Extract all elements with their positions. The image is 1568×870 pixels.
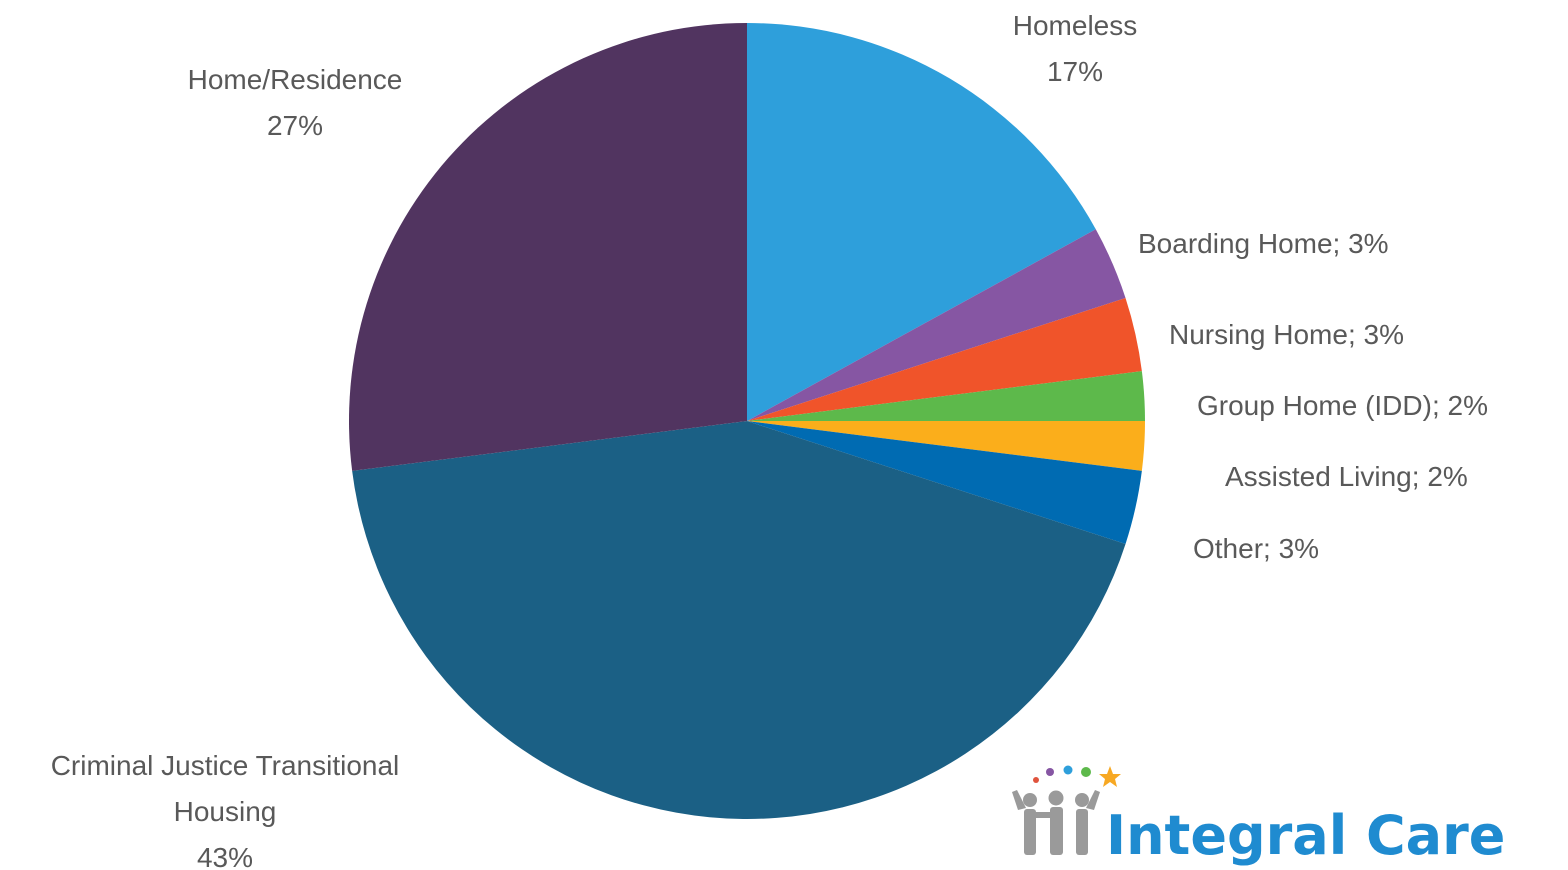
pie-slice-home-residence — [348, 23, 747, 471]
logo-dot — [1046, 768, 1054, 776]
slice-label-line: Home/Residence — [188, 64, 403, 95]
slice-label: Boarding Home; 3% — [1138, 228, 1389, 259]
logo-dot — [1063, 765, 1073, 775]
slice-label-line: 27% — [267, 110, 323, 141]
pie-slice-assisted-living — [747, 421, 1146, 471]
slice-label-line: Other; 3% — [1193, 533, 1319, 564]
slice-label-line: 43% — [197, 842, 253, 870]
slice-label-line: Assisted Living; 2% — [1225, 461, 1468, 492]
slice-label: Home/Residence 27% — [188, 64, 403, 141]
slice-label: Nursing Home; 3% — [1169, 319, 1404, 350]
people-icon — [1012, 790, 1100, 855]
slice-label-line: Housing — [174, 796, 277, 827]
pie-slice-group-home-idd — [747, 371, 1146, 421]
slice-label-line: Nursing Home; 3% — [1169, 319, 1404, 350]
slice-label: Criminal Justice Transitional Housing 43% — [51, 750, 400, 870]
pie-slice-homeless — [747, 23, 1096, 421]
pie-slice-criminal-justice-transitional-housing — [352, 421, 1126, 820]
slice-label: Homeless 17% — [1013, 10, 1137, 87]
slice-labels: Homeless 17% Boarding Home; 3% Nursing Home… — [51, 10, 1488, 870]
slice-label-line: Group Home (IDD); 2% — [1197, 390, 1488, 421]
logo-dot — [1081, 767, 1091, 777]
logo-dot — [1033, 777, 1039, 783]
pie-slice-nursing-home — [747, 298, 1142, 421]
slice-label-line: Boarding Home; 3% — [1138, 228, 1389, 259]
slice-label-line: 17% — [1047, 56, 1103, 87]
pie-slice-boarding-home — [747, 229, 1126, 421]
slice-label-line: Criminal Justice Transitional — [51, 750, 400, 781]
integral-care-logo: Integral Care — [1012, 765, 1505, 867]
logo-wordmark: Integral Care — [1106, 804, 1505, 867]
pie-slice-other — [747, 421, 1142, 544]
slice-label-line: Homeless — [1013, 10, 1137, 41]
logo-dots — [1033, 765, 1121, 787]
slice-label: Other; 3% — [1193, 533, 1319, 564]
slice-label: Group Home (IDD); 2% — [1197, 390, 1488, 421]
pie-slices — [348, 23, 1146, 820]
slice-label: Assisted Living; 2% — [1225, 461, 1468, 492]
star-icon — [1099, 766, 1121, 787]
